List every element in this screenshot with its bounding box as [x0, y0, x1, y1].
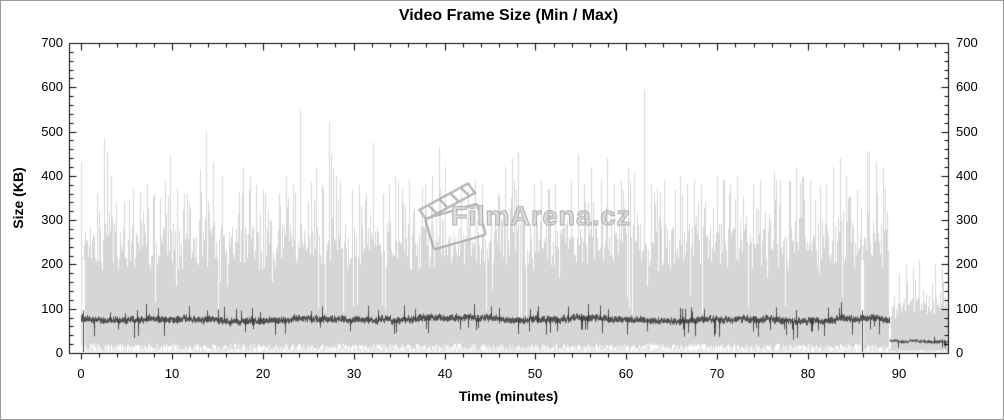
y-tick-label-right: 700	[956, 35, 978, 50]
y-tick-label-right: 600	[956, 79, 978, 95]
x-tick-label: 80	[800, 366, 816, 381]
x-tick-label: 60	[618, 366, 634, 381]
x-tick-label: 30	[346, 366, 362, 381]
y-tick-label-left: 700	[41, 35, 63, 50]
x-tick-label: 90	[891, 366, 907, 381]
y-tick-label-left: 500	[41, 123, 63, 139]
y-tick-label-right: 400	[956, 167, 978, 183]
y-tick-label-right: 0	[956, 345, 964, 360]
x-axis-label: Time (minutes)	[458, 388, 559, 404]
y-tick-label-left: 300	[41, 212, 63, 228]
y-tick-label-left: 100	[41, 300, 63, 316]
x-tick-label: 20	[255, 366, 271, 381]
chart-title: Video Frame Size (Min / Max)	[398, 7, 619, 24]
y-tick-label-left: 200	[41, 256, 63, 272]
y-tick-label-left: 400	[41, 167, 63, 183]
x-tick-label: 0	[77, 366, 85, 381]
y-tick-label-right: 200	[956, 256, 978, 272]
y-tick-label-right: 300	[956, 212, 978, 228]
y-tick-label-right: 100	[956, 300, 978, 316]
x-tick-label: 50	[527, 366, 543, 381]
x-tick-label: 40	[437, 366, 453, 381]
y-tick-label-right: 500	[956, 123, 978, 139]
y-tick-label-left: 0	[55, 345, 63, 360]
x-tick-label: 70	[709, 366, 725, 381]
y-tick-label-left: 600	[41, 79, 63, 95]
x-tick-label: 10	[164, 366, 180, 381]
